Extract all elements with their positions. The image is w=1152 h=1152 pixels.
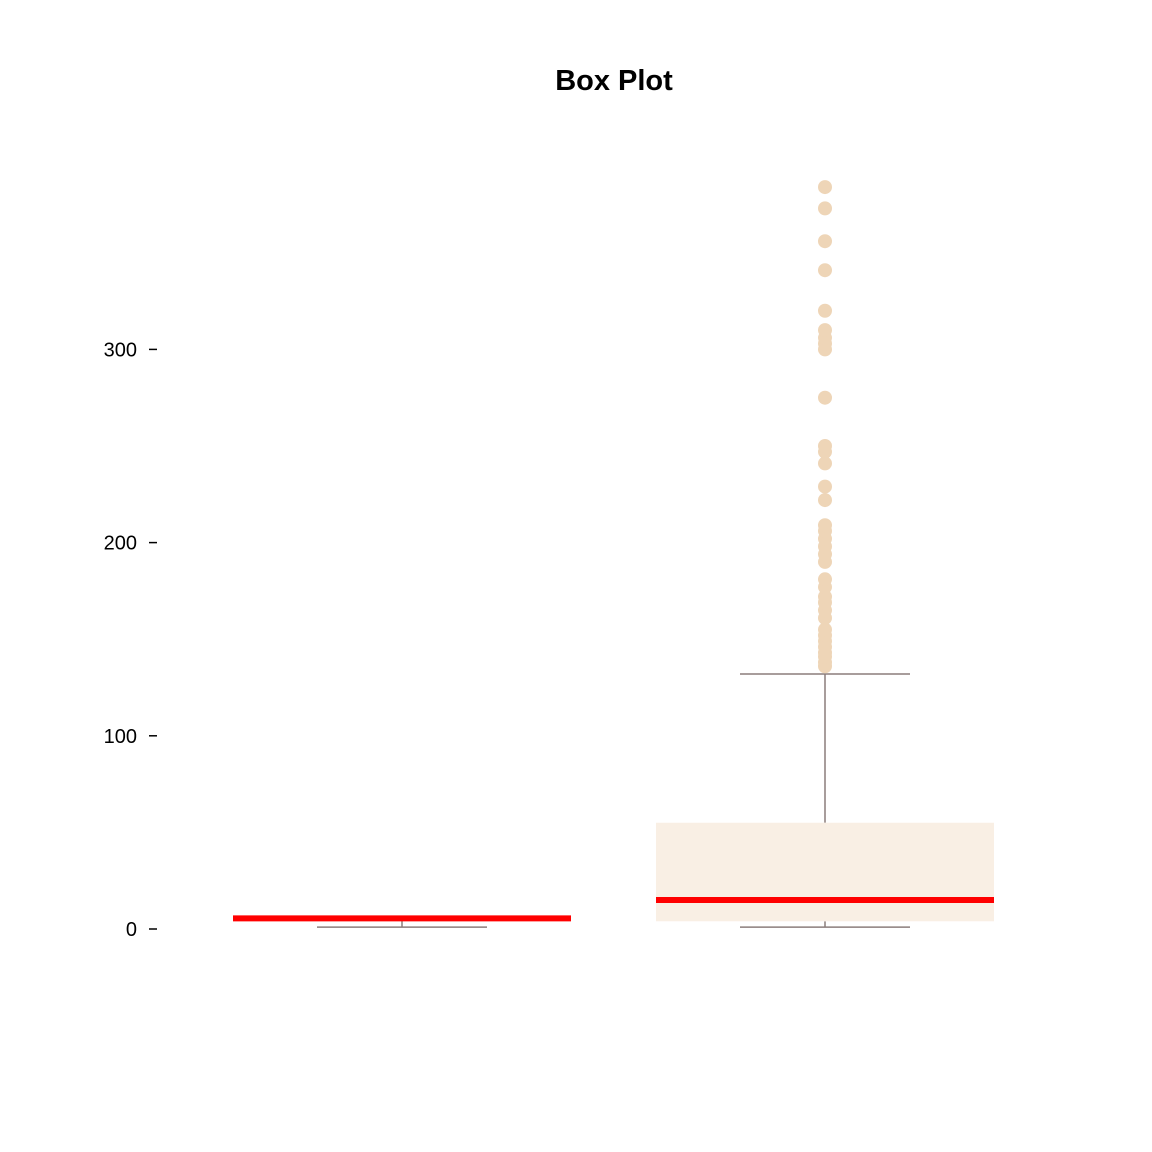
- outlier-point: [818, 456, 832, 471]
- outlier-point: [818, 303, 832, 318]
- outlier-point: [818, 234, 832, 249]
- outlier-point: [818, 518, 832, 533]
- y-tick-label: 300: [104, 339, 137, 361]
- outlier-point: [818, 589, 832, 604]
- outlier-point: [818, 622, 832, 637]
- outlier-point: [818, 201, 832, 216]
- outlier-point: [818, 479, 832, 494]
- outlier-point: [818, 439, 832, 453]
- box-layer: [233, 180, 994, 928]
- y-tick-label: 0: [126, 919, 137, 941]
- box-group: [656, 180, 994, 928]
- outlier-point: [818, 493, 832, 508]
- outlier-point: [818, 390, 832, 405]
- box-iqr: [656, 822, 994, 922]
- box-group: [233, 915, 571, 928]
- outlier-point: [818, 263, 832, 278]
- outlier-point: [818, 180, 832, 195]
- y-tick-label: 100: [104, 726, 137, 748]
- y-axis: 0 100 200 300: [104, 339, 157, 941]
- outlier-point: [818, 323, 832, 338]
- y-tick-label: 200: [104, 533, 137, 555]
- chart-title: Box Plot: [555, 65, 673, 97]
- outlier-point: [818, 572, 832, 587]
